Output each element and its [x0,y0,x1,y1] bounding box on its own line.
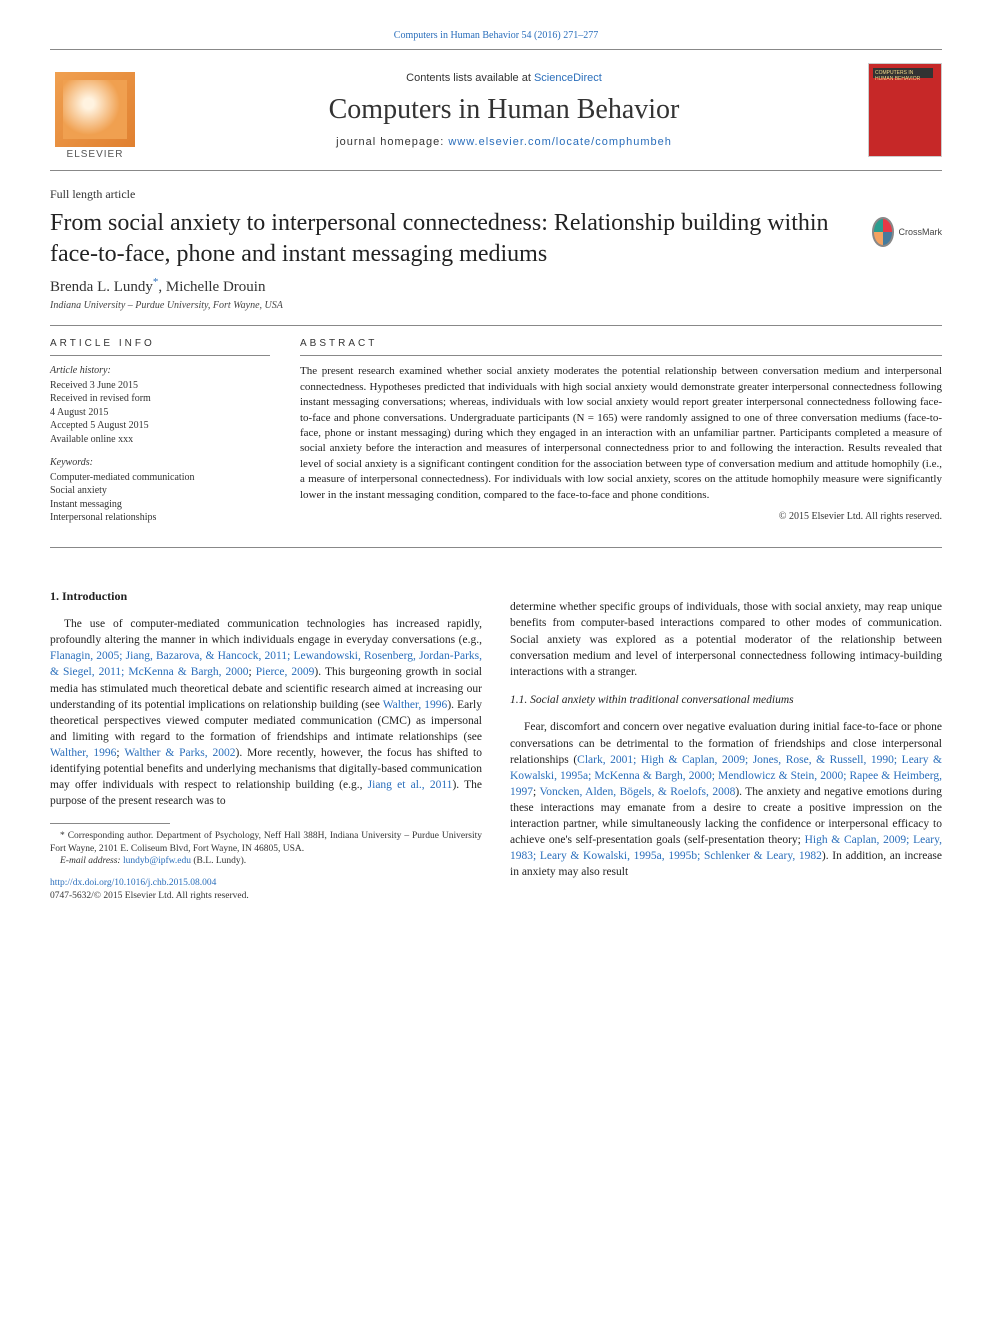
doi-link[interactable]: http://dx.doi.org/10.1016/j.chb.2015.08.… [50,878,216,888]
keywords-block: Keywords: Computer-mediated communicatio… [50,456,270,525]
sciencedirect-link[interactable]: ScienceDirect [534,72,602,84]
body-col-right: determine whether specific groups of ind… [510,588,942,902]
history-block: Article history: Received 3 June 2015 Re… [50,364,270,446]
ref-walther-parks[interactable]: Walther & Parks, 2002 [124,747,235,759]
crossmark-label: CrossMark [898,227,942,237]
sub-para-1: Fear, discomfort and concern over negati… [510,719,942,880]
email-label: E-mail address: [60,856,123,866]
elsevier-tree-icon [55,72,135,147]
paper-page: Computers in Human Behavior 54 (2016) 27… [0,0,992,932]
email-link[interactable]: lundyb@ipfw.edu [123,856,191,866]
col2-continuation: determine whether specific groups of ind… [510,599,942,679]
history-label: Article history: [50,364,270,378]
subsection-heading: 1.1. Social anxiety within traditional c… [510,692,942,708]
ref-pierce[interactable]: Pierce, 2009 [256,666,315,678]
corresponding-author-note: * Corresponding author. Department of Ps… [50,830,482,855]
contents-line: Contents lists available at ScienceDirec… [140,72,868,84]
intro-para-1: The use of computer-mediated communicati… [50,616,482,809]
journal-banner: ELSEVIER Contents lists available at Sci… [50,49,942,171]
crossmark-icon [872,217,894,247]
crossmark-badge[interactable]: CrossMark [872,212,942,252]
homepage-link[interactable]: www.elsevier.com/locate/comphumbeh [448,136,672,148]
article-type: Full length article [50,187,942,202]
homepage-line: journal homepage: www.elsevier.com/locat… [140,136,868,148]
history-text: Received 3 June 2015 Received in revised… [50,379,270,447]
ref-walther-1996b[interactable]: Walther, 1996 [50,747,116,759]
ref-walther-1996[interactable]: Walther, 1996 [383,699,448,711]
homepage-prefix: journal homepage: [336,136,448,148]
elsevier-name: ELSEVIER [67,149,124,160]
body-col-left: 1. Introduction The use of computer-medi… [50,588,482,902]
keywords-text: Computer-mediated communication Social a… [50,471,270,525]
info-heading: ARTICLE INFO [50,338,270,356]
authors-line: Brenda L. Lundy*, Michelle Drouin [50,276,942,296]
issn-copyright: 0747-5632/© 2015 Elsevier Ltd. All right… [50,891,249,901]
doi-block: http://dx.doi.org/10.1016/j.chb.2015.08.… [50,877,482,902]
article-title: From social anxiety to interpersonal con… [50,208,860,270]
ref-voncken[interactable]: Voncken, Alden, Bögels, & Roelofs, 2008 [539,786,735,798]
keywords-label: Keywords: [50,456,270,470]
author-2: , Michelle Drouin [158,279,265,295]
citation-link[interactable]: Computers in Human Behavior 54 (2016) 27… [394,30,598,41]
abstract-body: The present research examined whether so… [300,365,942,500]
email-note: E-mail address: lundyb@ipfw.edu (B.L. Lu… [50,855,482,867]
abstract-text: The present research examined whether so… [300,364,942,503]
journal-cover-thumb [868,63,942,157]
t1: The use of computer-mediated communicati… [50,618,482,646]
abstract-col: ABSTRACT The present research examined w… [300,338,942,535]
journal-name: Computers in Human Behavior [140,94,868,126]
title-row: From social anxiety to interpersonal con… [50,208,942,270]
banner-center: Contents lists available at ScienceDirec… [140,72,868,148]
article-info-col: ARTICLE INFO Article history: Received 3… [50,338,270,535]
body-columns: 1. Introduction The use of computer-medi… [50,588,942,902]
author-1: Brenda L. Lundy [50,279,153,295]
t1b: ; [249,666,256,678]
footnote-separator [50,823,170,824]
contents-prefix: Contents lists available at [406,72,534,84]
abstract-heading: ABSTRACT [300,338,942,356]
ref-jiang[interactable]: Jiang et al., 2011 [368,779,453,791]
citation-header: Computers in Human Behavior 54 (2016) 27… [50,30,942,41]
intro-heading: 1. Introduction [50,588,482,605]
copyright-line: © 2015 Elsevier Ltd. All rights reserved… [300,511,942,522]
elsevier-logo-block: ELSEVIER [50,60,140,160]
affiliation: Indiana University – Purdue University, … [50,300,942,311]
info-abstract-row: ARTICLE INFO Article history: Received 3… [50,325,942,548]
email-suffix: (B.L. Lundy). [191,856,246,866]
